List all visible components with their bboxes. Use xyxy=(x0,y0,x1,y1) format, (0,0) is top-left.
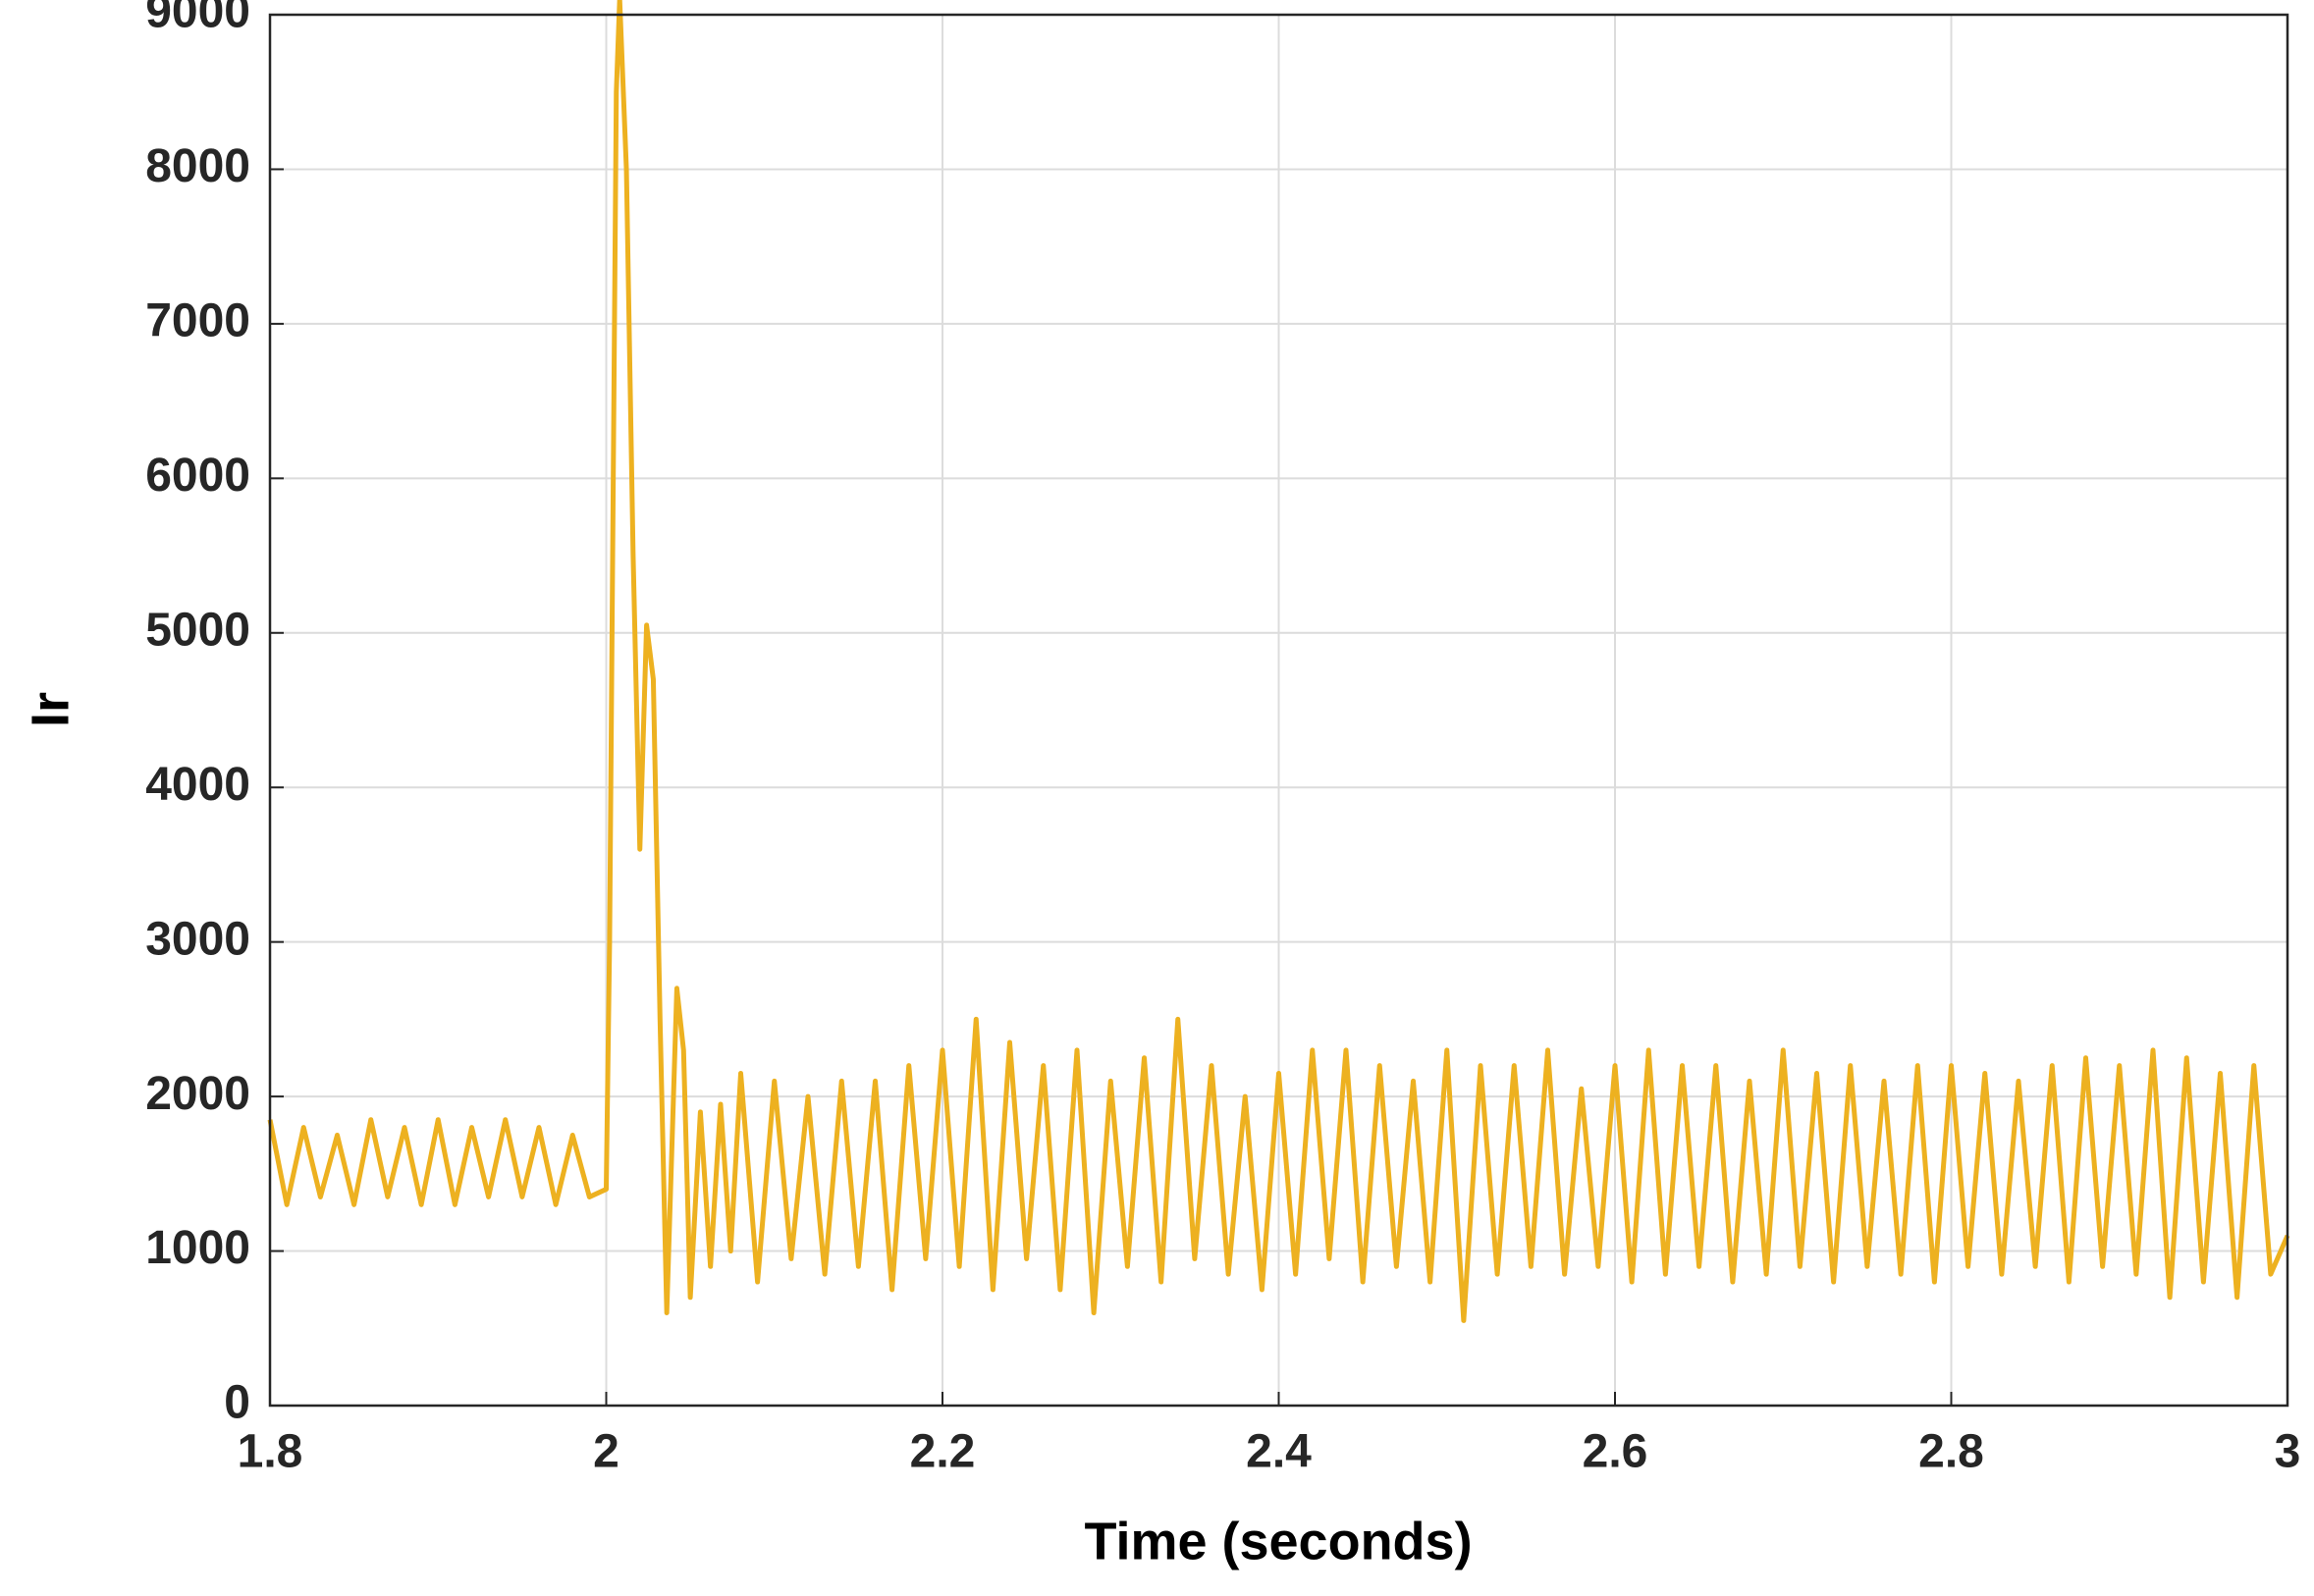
x-tick-label: 3 xyxy=(2275,1426,2301,1478)
x-tick-label: 2.4 xyxy=(1246,1426,1312,1478)
x-tick-label: 2.8 xyxy=(1918,1426,1984,1478)
y-tick-label: 7000 xyxy=(145,295,250,347)
data-line xyxy=(267,0,2290,1323)
y-tick-label: 2000 xyxy=(145,1068,250,1120)
y-tick-label: 3000 xyxy=(145,913,250,965)
y-tick-label: 1000 xyxy=(145,1222,250,1274)
y-tick-label: 0 xyxy=(224,1377,250,1429)
y-tick-label: 5000 xyxy=(145,604,250,656)
x-tick-label: 2.6 xyxy=(1583,1426,1648,1478)
x-tick-label: 2.2 xyxy=(910,1426,976,1478)
x-axis-label: Time (seconds) xyxy=(1084,1512,1472,1570)
y-tick-label: 9000 xyxy=(145,0,250,38)
y-tick-label: 4000 xyxy=(145,759,250,811)
x-tick-label: 1.8 xyxy=(238,1426,303,1478)
y-tick-label: 6000 xyxy=(145,450,250,502)
axes-box xyxy=(268,13,2289,1408)
y-tick-label: 8000 xyxy=(145,140,250,192)
x-tick-label: 2 xyxy=(593,1426,619,1478)
y-axis-label: Ir xyxy=(21,692,80,727)
